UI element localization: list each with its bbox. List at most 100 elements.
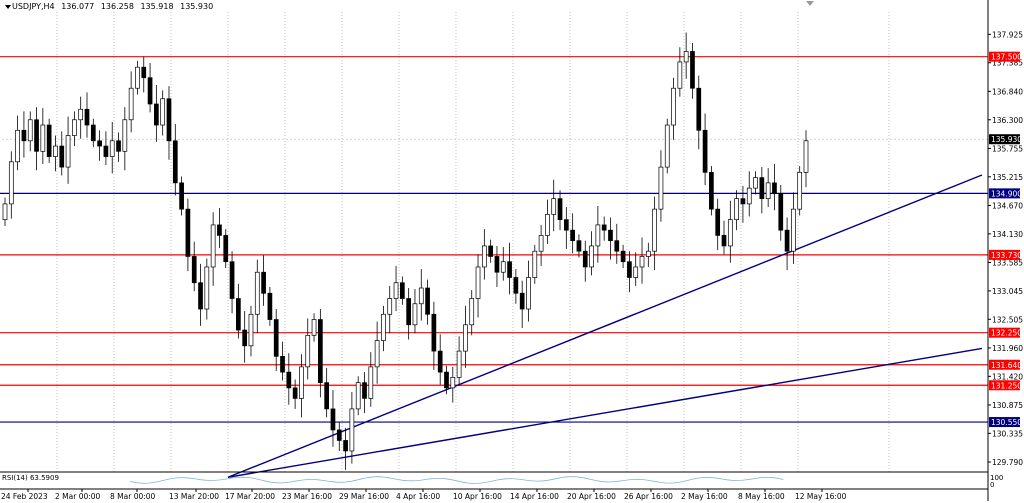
candle-bull [53,145,58,157]
candle-bull [645,250,651,257]
candle-bull [475,266,481,299]
level-tag-label: 132.250 [991,329,1022,338]
price-tick-label: 131.420 [992,372,1023,381]
candle-bull [248,313,254,347]
candle-bear [223,235,229,263]
candle-bear [147,77,153,105]
candle-bull [128,87,134,121]
price-tick-label: 130.875 [992,401,1023,410]
candle-bull [387,298,393,315]
candle-bull [72,119,77,136]
level-tag-label: 134.900 [991,189,1022,198]
candle-bull [254,271,260,315]
rsi-line [129,476,784,484]
dropdown-arrow-icon[interactable] [5,5,11,9]
time-tick-label: 24 Feb 2023 [1,492,48,501]
scroll-marker-icon [806,1,814,6]
trendline [227,347,983,478]
candle-bull [109,140,115,157]
candle-bear [709,171,714,210]
time-axis: 24 Feb 2023 2 Mar 00:00 8 Mar 00:00 13 Mar … [1,489,847,501]
candle-bull [210,224,216,268]
candle-bull [78,108,84,121]
candle-bear [273,319,279,357]
candle-bear [513,277,519,294]
time-tick-label: 4 Apr 16:00 [396,492,440,501]
level-tag [989,249,1020,260]
candle-bear [425,287,430,315]
price-tick-label: 133.585 [992,259,1023,268]
time-tick-label: 26 Apr 16:00 [624,492,673,501]
time-tick-label: 17 Mar 20:00 [225,492,275,501]
candle-bull [381,313,386,341]
current-price-tag [989,134,1020,145]
candle-bull [349,408,355,452]
level-tag [989,417,1020,428]
level-tag-label: 137.500 [991,53,1022,62]
time-tick-label: 8 May 16:00 [738,492,785,501]
candle-bear [778,193,784,231]
candle-bear [154,103,159,126]
candle-bear [236,298,241,331]
time-tick-label: 10 Apr 16:00 [453,492,502,501]
candle-bear [34,119,39,152]
candle-bear [772,182,777,194]
candle-bull [299,366,304,399]
current-price-label: 135.930 [991,135,1022,144]
candle-bull [664,124,670,168]
candle-bear [141,66,147,79]
candle-bear [172,140,178,184]
rsi-scale-bottom: 0 [990,481,994,489]
candle-bear [576,240,582,252]
price-tick-label: 129.790 [992,458,1023,467]
candle-bull [683,51,689,63]
time-tick-label: 23 Mar 16:00 [282,492,332,501]
candle-bear [608,229,613,242]
price-tick-label: 133.045 [992,287,1023,296]
time-tick-label: 8 Mar 00:00 [110,492,156,501]
candle-bull [418,287,424,305]
candles [2,32,809,470]
candle-bear [494,256,500,273]
price-tick-label: 137.925 [992,30,1023,39]
candle-bear [292,387,298,399]
candle-bear [406,298,412,326]
candle-bear [557,198,563,221]
candle-bull [765,182,771,199]
candle-bull [15,129,20,163]
price-tick-label: 130.335 [992,429,1023,438]
chart-header: USDJPY,H4 136.077 136.258 135.918 135.93… [2,1,217,13]
candle-bull [355,382,361,410]
candle-bull [456,350,462,378]
ohlc-close: 135.930 [180,2,214,11]
candle-bear [696,87,702,131]
price-tick-label: 136.840 [992,87,1023,96]
candle-bull [40,124,46,152]
candle-bull [545,214,550,236]
candle-bull [526,277,531,310]
ohlc-open: 136.077 [61,2,95,11]
candle-bull [500,261,506,273]
candle-bull [469,298,475,326]
candle-bear [507,261,512,278]
candle-bear [721,235,727,247]
candle-bull [652,208,657,252]
candle-bull [677,61,683,89]
level-tag-label: 131.640 [991,361,1022,370]
candle-bear [444,371,449,389]
candle-bear [46,124,52,157]
candle-bull [633,266,639,278]
time-tick-label: 2 May 16:00 [681,492,728,501]
candle-bear [563,219,569,231]
time-tick-label: 20 Apr 16:00 [567,492,616,501]
candle-bear [191,256,197,284]
candle-bear [759,177,765,199]
candle-bull [305,334,311,368]
level-tag [989,359,1020,370]
candle-bull [538,235,544,252]
candle-bull [27,119,33,142]
ohlc-low: 135.918 [140,2,174,11]
